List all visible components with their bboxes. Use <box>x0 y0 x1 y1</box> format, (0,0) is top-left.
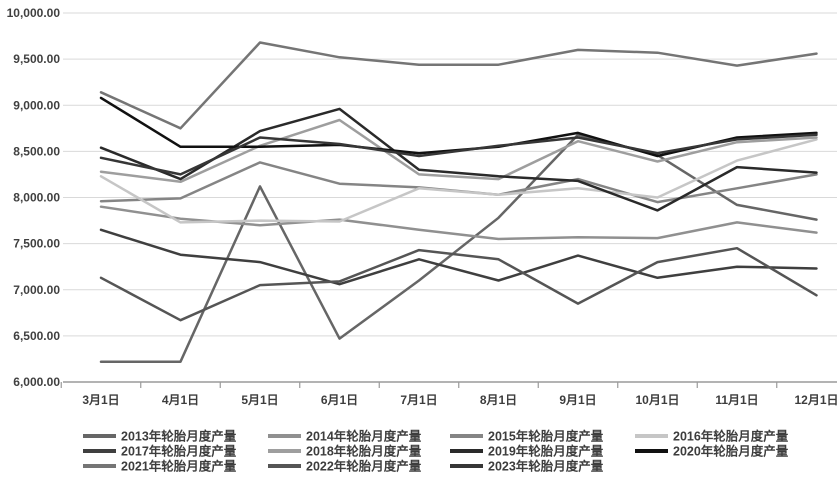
x-axis-tick-label: 9月1日 <box>559 393 596 407</box>
series-line-2021年 <box>99 41 818 130</box>
series-line-2023年 <box>99 133 818 176</box>
legend-label-2017: 2017年轮胎月度产量 <box>121 444 237 459</box>
series-line-2018年 <box>99 118 818 184</box>
x-axis-tick-label: 10月1日 <box>635 393 679 407</box>
y-axis-tick-label: 8,500.00 <box>13 144 60 158</box>
legend-label-2016: 2016年轮胎月度产量 <box>673 429 789 444</box>
legend-label-2015: 2015年轮胎月度产量 <box>488 429 604 444</box>
x-axis-tick-label: 5月1日 <box>241 393 278 407</box>
x-axis-tick-label: 6月1日 <box>321 393 358 407</box>
x-axis-tick-label: 3月1日 <box>82 393 119 407</box>
x-axis-tick-label: 4月1日 <box>162 393 199 407</box>
y-axis-tick-label: 7,500.00 <box>13 237 60 251</box>
series-line-2017年 <box>99 228 818 286</box>
series-line-2020年 <box>99 96 818 158</box>
legend-label-2014: 2014年轮胎月度产量 <box>306 429 422 444</box>
y-axis-tick-label: 8,000.00 <box>13 191 60 205</box>
y-axis-tick-label: 6,000.00 <box>13 375 60 389</box>
y-axis-tick-label: 10,000.00 <box>7 6 61 20</box>
legend-label-2023: 2023年轮胎月度产量 <box>488 459 604 474</box>
legend-label-2019: 2019年轮胎月度产量 <box>488 444 604 459</box>
legend-label-2022: 2022年轮胎月度产量 <box>306 459 422 474</box>
y-axis-tick-label: 9,000.00 <box>13 98 60 112</box>
y-axis-tick-label: 7,000.00 <box>13 283 60 297</box>
x-axis-tick-label: 7月1日 <box>400 393 437 407</box>
legend-label-2020: 2020年轮胎月度产量 <box>673 444 789 459</box>
legend-label-2013: 2013年轮胎月度产量 <box>121 429 237 444</box>
legend-label-2021: 2021年轮胎月度产量 <box>121 459 237 474</box>
series-line-2022年 <box>99 246 818 322</box>
y-axis-tick-label: 9,500.00 <box>13 52 60 66</box>
x-axis-tick-label: 8月1日 <box>480 393 517 407</box>
series-line-2019年 <box>99 107 818 212</box>
x-axis-tick-label: 12月1日 <box>794 393 838 407</box>
legend-label-2018: 2018年轮胎月度产量 <box>306 444 422 459</box>
series-line-2016年 <box>99 138 818 224</box>
x-axis-tick-label: 11月1日 <box>715 393 758 407</box>
y-axis-tick-label: 6,500.00 <box>13 329 60 343</box>
